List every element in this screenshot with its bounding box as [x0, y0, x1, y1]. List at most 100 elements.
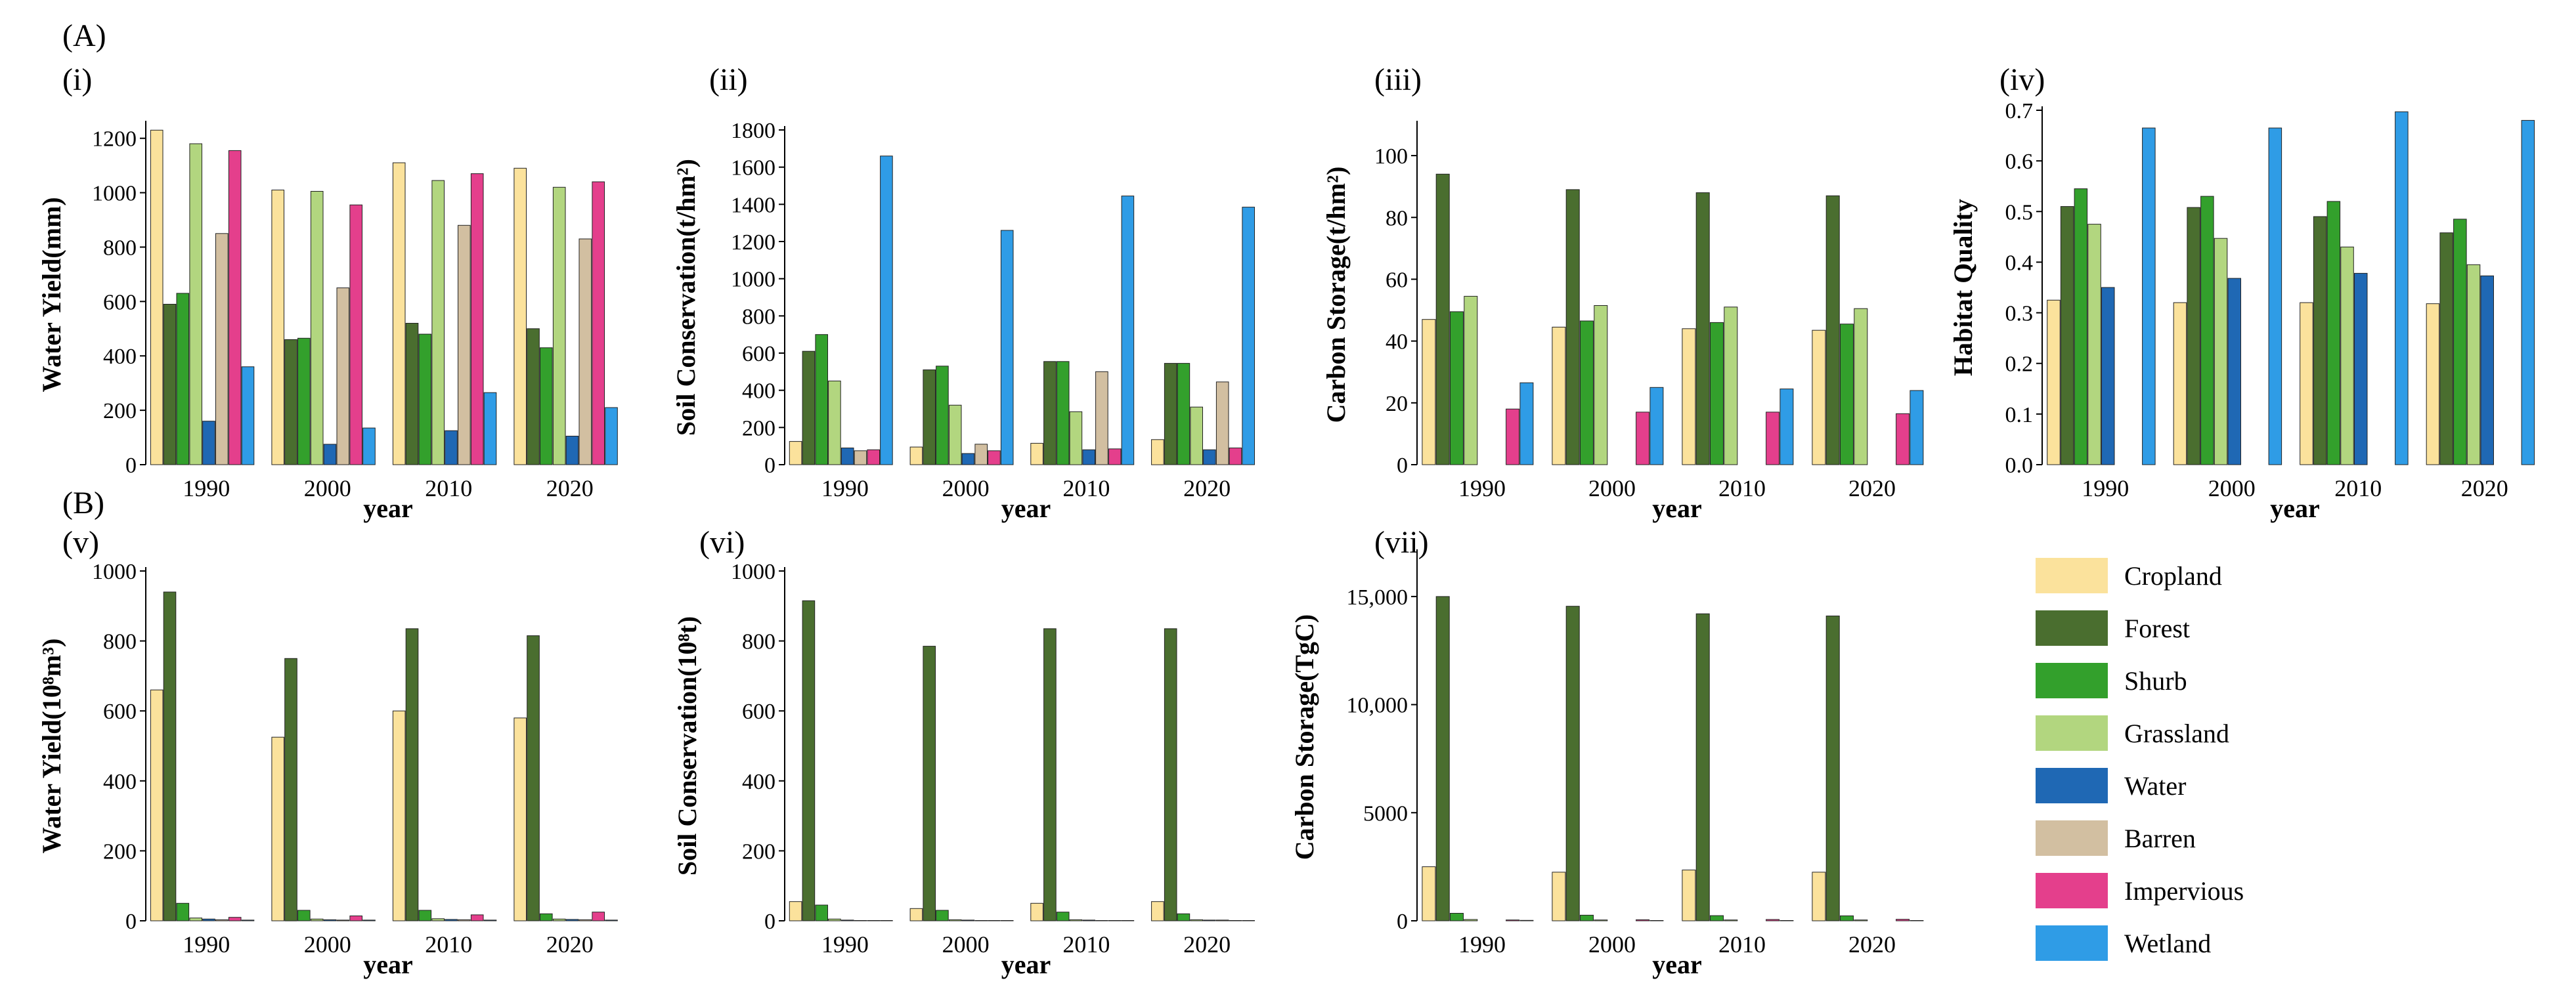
bar-wetland-1990	[1519, 919, 1534, 921]
legend-swatch-forest	[2036, 610, 2108, 646]
bar-wetland-2010	[483, 392, 497, 465]
x-axis-label: year	[2270, 494, 2320, 523]
bar-grassland-2010	[1724, 919, 1738, 921]
y-tick-label: 400	[103, 770, 137, 794]
y-tick-label: 0	[125, 910, 137, 934]
bar-water-1990	[202, 918, 215, 921]
bar-shurb-2010	[1710, 322, 1724, 465]
y-tick-label: 1000	[731, 560, 775, 584]
bar-impervious-2010	[1108, 448, 1122, 465]
x-tick-label: 2000	[304, 475, 351, 501]
bar-wetland-2020	[2521, 119, 2535, 465]
bar-barren-2020	[579, 238, 592, 465]
bar-cropland-2000	[909, 446, 923, 465]
legend-swatch-cropland	[2036, 558, 2108, 593]
y-tick-label: 1600	[731, 156, 775, 180]
bar-wetland-2020	[605, 407, 618, 465]
bar-forest-1990	[2060, 206, 2074, 465]
bar-cropland-2000	[1552, 872, 1566, 921]
bar-shurb-2020	[1177, 913, 1190, 921]
bar-cropland-2010	[392, 162, 406, 465]
y-tick-label: 800	[103, 236, 137, 260]
bar-forest-1990	[1435, 173, 1450, 465]
bar-water-2010	[445, 430, 458, 465]
bar-shurb-2000	[297, 910, 311, 921]
legend-label: Impervious	[2124, 876, 2244, 906]
y-tick-label: 200	[103, 399, 137, 423]
panel-label: (iv)	[1999, 62, 2045, 97]
y-tick-label: 600	[742, 342, 775, 366]
legend-swatch-shurb	[2036, 663, 2108, 698]
bar-shurb-2020	[1840, 324, 1854, 465]
bar-water-2020	[565, 436, 579, 465]
x-tick-label: 1990	[183, 931, 230, 958]
bar-grassland-2000	[1594, 305, 1608, 465]
legend-swatch-grassland	[2036, 715, 2108, 751]
bar-water-2020	[2480, 275, 2494, 465]
bar-impervious-1990	[867, 449, 881, 465]
y-tick-label: 800	[103, 630, 137, 654]
legend-label: Barren	[2124, 824, 2196, 853]
y-tick-label: 1000	[731, 268, 775, 292]
bar-shurb-2010	[418, 333, 432, 465]
x-tick-label: 2000	[304, 931, 351, 958]
bar-wetland-2000	[362, 427, 376, 465]
bar-barren-2000	[336, 287, 350, 465]
y-tick-label: 400	[103, 345, 137, 369]
panel-label: (ii)	[709, 62, 748, 97]
y-tick-label: 10,000	[1347, 694, 1408, 718]
bar-forest-2000	[1565, 606, 1580, 921]
bar-cropland-2020	[1151, 439, 1164, 465]
x-tick-label: 2000	[1588, 931, 1636, 958]
bar-grassland-1990	[828, 381, 841, 465]
chart-panel-iv: (iv) 0.0 0.1 0.2 0.3 0.4 0.5 0.6 0.7 Habitat Qual…	[1948, 62, 2535, 523]
bar-grassland-2020	[552, 186, 566, 465]
bar-cropland-1990	[789, 901, 802, 921]
bar-impervious-2000	[349, 916, 363, 921]
bar-cropland-2010	[2300, 302, 2313, 465]
panel-label: (vi)	[699, 525, 745, 560]
x-tick-label: 2010	[1062, 931, 1110, 958]
bar-grassland-1990	[2087, 224, 2101, 465]
bar-wetland-2000	[1000, 230, 1014, 465]
bar-water-2010	[2354, 272, 2368, 465]
bar-water-1990	[840, 448, 854, 465]
y-tick-label: 0.1	[2005, 403, 2034, 427]
bar-barren-2010	[458, 919, 471, 921]
bar-shurb-2000	[1580, 914, 1594, 921]
y-axis-label: Soil Conservation(t/hm²)	[671, 159, 701, 436]
y-tick-label: 600	[103, 290, 137, 314]
bar-barren-2020	[1215, 381, 1229, 465]
bar-cropland-1990	[150, 689, 164, 921]
bar-cropland-2020	[1812, 329, 1826, 465]
legend-swatch-water	[2036, 768, 2108, 803]
y-tick-label: 0.7	[2005, 99, 2034, 123]
x-axis-label: year	[1001, 494, 1051, 523]
bar-grassland-1990	[828, 918, 841, 921]
bar-grassland-2010	[1724, 306, 1738, 465]
bar-cropland-2000	[2173, 302, 2187, 465]
bar-water-1990	[202, 421, 215, 465]
bar-grassland-2010	[431, 918, 445, 921]
bar-shurb-1990	[1450, 913, 1464, 921]
panel-label: (iii)	[1374, 62, 1422, 97]
y-tick-label: 1000	[92, 560, 137, 584]
bar-cropland-2010	[1682, 870, 1696, 921]
section-a-label: (A)	[62, 18, 106, 53]
bar-shurb-2020	[2453, 219, 2467, 465]
y-tick-label: 800	[742, 305, 775, 329]
x-tick-label: 2010	[425, 931, 472, 958]
bar-forest-1990	[802, 350, 816, 465]
bar-cropland-2020	[513, 167, 527, 465]
bar-cropland-1990	[150, 129, 164, 465]
bar-grassland-2020	[1190, 406, 1204, 465]
bar-forest-2000	[923, 370, 936, 465]
bar-wetland-2020	[1242, 207, 1255, 465]
bar-shurb-1990	[1450, 311, 1464, 465]
x-tick-label: 2010	[2334, 475, 2382, 501]
bar-impervious-2010	[470, 173, 484, 465]
bar-water-2020	[1203, 449, 1216, 465]
bar-grassland-2000	[948, 404, 962, 465]
